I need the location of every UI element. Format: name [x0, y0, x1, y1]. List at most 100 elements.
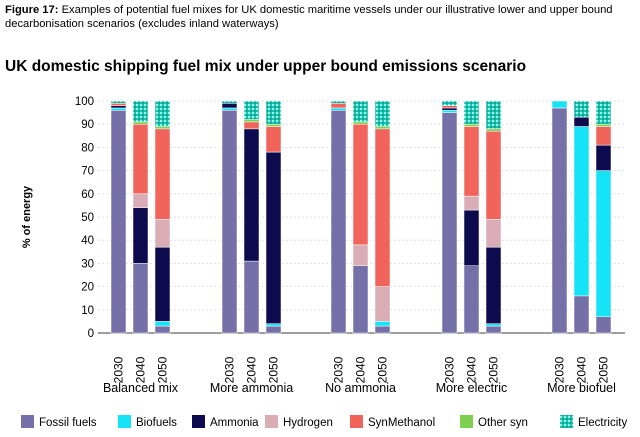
- legend-label: SynMethanol: [368, 417, 435, 429]
- bar-stack: [374, 100, 391, 334]
- bar-stack: [221, 100, 238, 334]
- x-tick-label: 2050: [376, 356, 390, 383]
- y-tick-label: 40: [81, 235, 94, 247]
- bar-segment: [441, 112, 458, 334]
- legend-label: Biofuels: [136, 417, 177, 429]
- bar-segment: [330, 110, 347, 334]
- x-tick-label: 2040: [245, 356, 259, 383]
- legend: Fossil fuels Biofuels Ammonia Hydrogen SynMe…: [21, 415, 627, 429]
- bar-segment: [221, 103, 238, 109]
- y-tick-label: 0: [88, 328, 94, 340]
- legend-item: Hydrogen: [265, 415, 333, 429]
- y-tick-label: 20: [81, 282, 94, 294]
- bar-stack: [595, 100, 612, 334]
- bar-segment: [154, 321, 171, 327]
- group-label: More biofuel: [547, 381, 616, 395]
- y-tick-label: 60: [81, 189, 94, 201]
- legend-label: Electricity: [578, 417, 627, 429]
- bar-segment: [330, 100, 347, 104]
- legend-swatch: [460, 415, 473, 428]
- bar-segment: [485, 323, 502, 327]
- x-tick-label: 2050: [597, 356, 611, 383]
- bar-segment: [374, 321, 391, 327]
- bar-segment: [595, 123, 612, 127]
- bar-segment: [243, 260, 260, 334]
- group-label: More electric: [436, 381, 508, 395]
- legend-swatch: [21, 415, 34, 428]
- bar-segment: [243, 100, 260, 120]
- legend-item: SynMethanol: [350, 415, 435, 429]
- bar-segment: [573, 116, 590, 127]
- bar-segment: [485, 219, 502, 248]
- bar-segment: [485, 130, 502, 220]
- bar-segment: [463, 195, 480, 211]
- y-tick-label: 80: [81, 142, 94, 154]
- bar-segment: [463, 123, 480, 127]
- legend-label: Fossil fuels: [39, 417, 97, 429]
- bar-segment: [573, 100, 590, 118]
- bar-segment: [243, 119, 260, 123]
- chart-title: UK domestic shipping fuel mix under uppe…: [5, 58, 527, 75]
- bar-segment: [265, 151, 282, 324]
- bar-segment: [463, 126, 480, 197]
- bar-stack: [441, 100, 458, 334]
- x-tick-label: 2040: [354, 356, 368, 383]
- bar-stack: [463, 100, 480, 334]
- bar-segment: [485, 128, 502, 132]
- bar-segment: [374, 128, 391, 287]
- bar-segment: [154, 100, 171, 127]
- group-label: More ammonia: [210, 381, 293, 395]
- bar-segment: [221, 107, 238, 111]
- bar-segment: [132, 207, 149, 264]
- x-tick-label: 2030: [553, 356, 567, 383]
- legend-swatch: [265, 415, 278, 428]
- legend-label: Other syn: [478, 417, 528, 429]
- legend-swatch: [118, 415, 131, 428]
- bar-segment: [551, 107, 568, 334]
- legend-item: Other syn: [460, 415, 528, 429]
- bar-stack: [243, 100, 260, 334]
- bar-segment: [352, 100, 369, 123]
- y-tick-label: 30: [81, 258, 94, 270]
- bar-segment: [441, 105, 458, 109]
- bar-segment: [265, 126, 282, 153]
- bar-stack: [551, 100, 568, 334]
- bar-segment: [132, 100, 149, 123]
- bar-segment: [132, 123, 149, 195]
- legend-item: Biofuels: [118, 415, 177, 429]
- legend-item: Fossil fuels: [21, 415, 97, 429]
- x-tick-label: 2030: [332, 356, 346, 383]
- legend-label: Hydrogen: [283, 417, 333, 429]
- bar-segment: [595, 316, 612, 334]
- bar-segment: [110, 107, 127, 111]
- legend-swatch: [350, 415, 363, 428]
- bar-segment: [374, 286, 391, 322]
- bar-segment: [352, 123, 369, 246]
- bar-segment: [132, 193, 149, 208]
- bar-segment: [573, 295, 590, 334]
- bar-segment: [595, 144, 612, 171]
- group-label: Balanced mix: [103, 381, 179, 395]
- bar-segment: [374, 126, 391, 130]
- bar-segment: [110, 110, 127, 334]
- bar-stack: [154, 100, 171, 334]
- group-label: No ammonia: [325, 381, 396, 395]
- bar-segment: [352, 265, 369, 334]
- bar-segment: [485, 100, 502, 130]
- bars: [110, 100, 612, 334]
- x-tick-label: 2030: [443, 356, 457, 383]
- y-axis-ticks: 0 10 20 30 40 50 60 70 80 90 100: [75, 96, 94, 340]
- bar-segment: [352, 244, 369, 266]
- bar-segment: [265, 123, 282, 127]
- x-tick-label: 2040: [575, 356, 589, 383]
- bar-stack: [330, 100, 347, 334]
- bar-segment: [595, 126, 612, 146]
- bar-segment: [154, 325, 171, 334]
- bar-segment: [352, 121, 369, 125]
- x-tick-label: 2050: [156, 356, 170, 383]
- x-tick-label: 2030: [112, 356, 126, 383]
- bar-segment: [374, 325, 391, 334]
- x-tick-label: 2050: [267, 356, 281, 383]
